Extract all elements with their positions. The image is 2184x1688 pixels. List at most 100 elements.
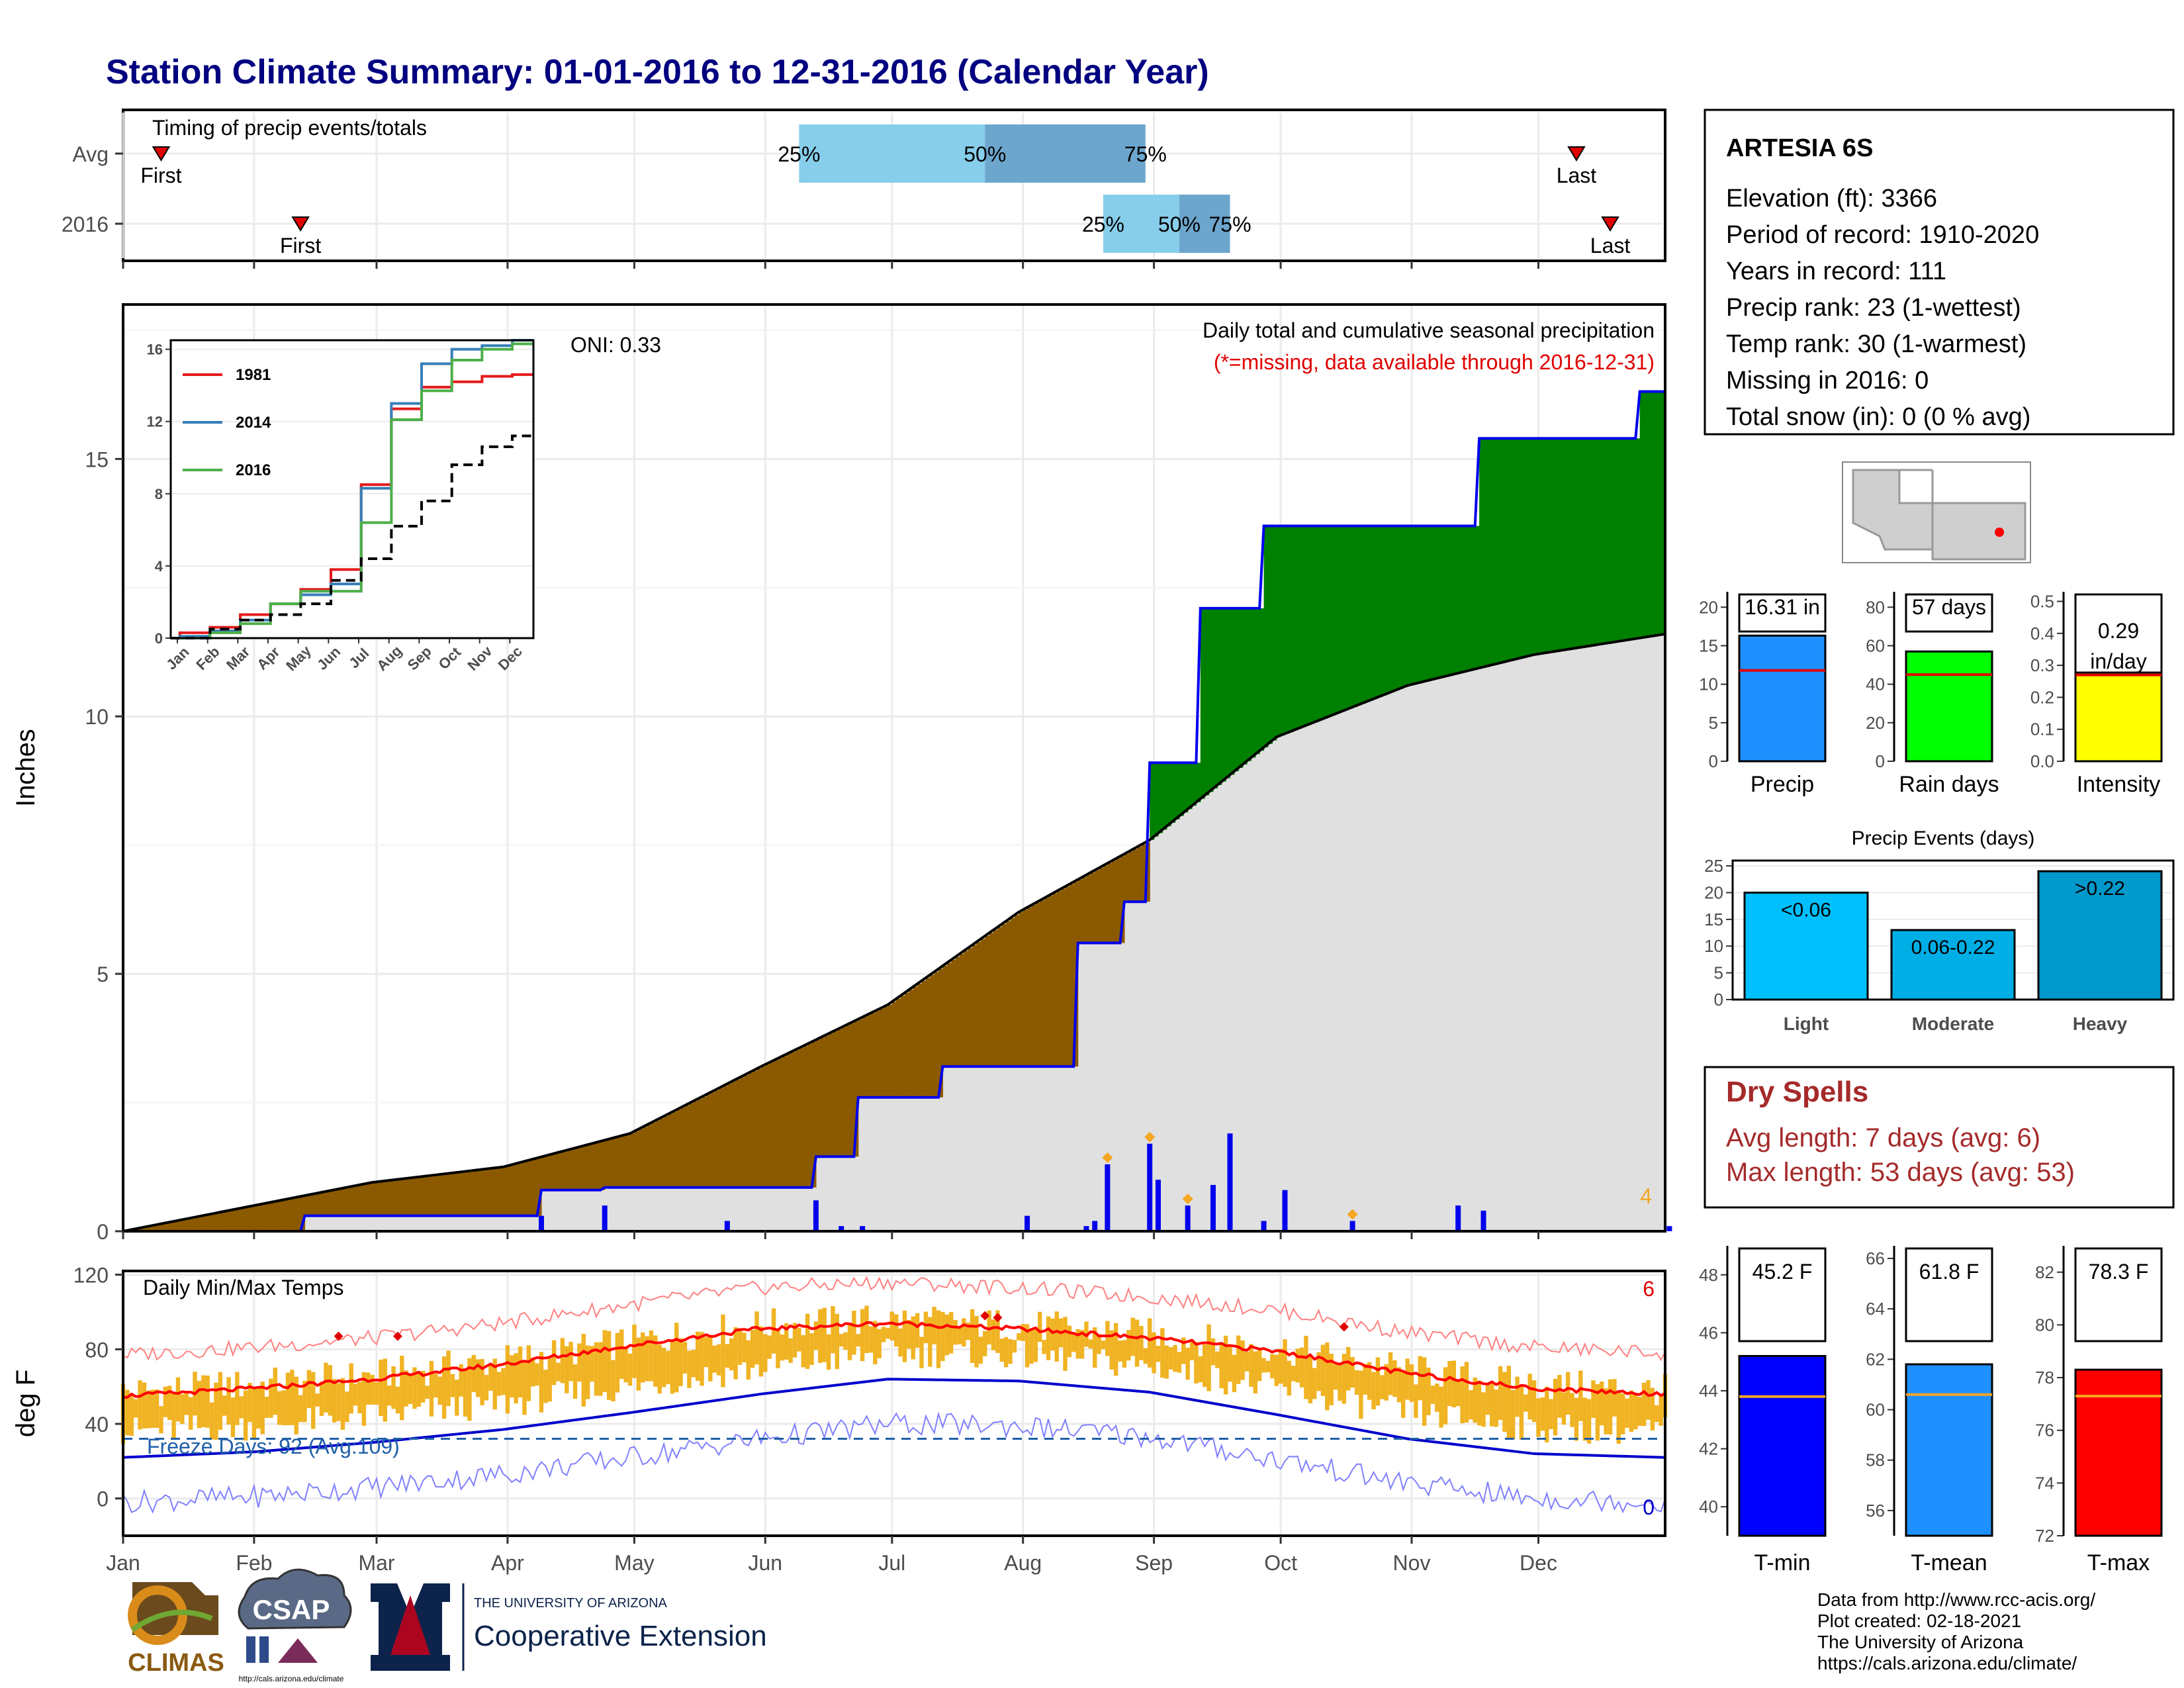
daily-precip-bar <box>1455 1205 1461 1231</box>
precip-deficit-area <box>752 1070 758 1188</box>
stat-ytick-label: 10 <box>1699 675 1718 694</box>
precip-deficit-area <box>186 1219 191 1231</box>
daily-temp-bar <box>594 1342 599 1396</box>
precip-deficit-area <box>157 1224 162 1231</box>
daily-temp-bar <box>505 1345 510 1414</box>
daily-temp-bar <box>1659 1393 1663 1427</box>
precip-surplus-area <box>1508 438 1514 661</box>
daily-temp-bar <box>159 1406 163 1434</box>
precip-surplus-area <box>1411 526 1416 684</box>
precip-deficit-area <box>570 1149 576 1190</box>
daily-temp-bar <box>1270 1354 1275 1379</box>
precip-deficit-area <box>896 998 901 1098</box>
precip-deficit-area <box>499 1167 504 1216</box>
daily-temp-bar <box>387 1385 392 1406</box>
stat-ytick-label: 74 <box>2035 1473 2054 1493</box>
month-label: Dec <box>1520 1551 1557 1575</box>
precip-deficit-area <box>778 1058 783 1188</box>
daily-temp-bar <box>1093 1327 1097 1368</box>
precip-surplus-area <box>1179 763 1184 816</box>
precip-surplus-area <box>1563 438 1569 650</box>
daily-temp-bar <box>332 1379 337 1423</box>
daily-temp-bar <box>725 1344 730 1368</box>
record-temp-marker <box>993 1313 1003 1323</box>
precip-surplus-area <box>1635 438 1641 639</box>
precip-surplus-area <box>1458 526 1463 673</box>
temp-stat-category-label: T-mean <box>1911 1550 1987 1575</box>
inset-ytick-label: 4 <box>155 558 163 575</box>
precip-deficit-area <box>1111 861 1116 943</box>
precip-events-chart: Precip Events (days) 0 5 10 15 20 25 <0.06 Light… <box>1704 827 2175 1034</box>
daily-temp-bar <box>150 1389 155 1428</box>
precip-surplus-area <box>1576 438 1581 648</box>
precip-deficit-area <box>549 1154 555 1190</box>
daily-temp-bar <box>907 1320 911 1349</box>
precip-deficit-area <box>1128 851 1134 902</box>
temp-ytick-label: 40 <box>85 1413 109 1436</box>
precip-surplus-area <box>1276 526 1281 737</box>
precip-deficit-area <box>313 1194 318 1216</box>
precip-deficit-area <box>1107 863 1113 943</box>
daily-temp-bar <box>251 1389 257 1440</box>
daily-temp-bar <box>1502 1372 1507 1432</box>
daily-temp-bar <box>1181 1337 1186 1364</box>
precip-deficit-area <box>909 990 914 1098</box>
precip-surplus-area <box>1602 438 1607 644</box>
stat-value-label: 0.29 <box>2098 619 2139 643</box>
daily-temp-bar <box>999 1338 1004 1362</box>
precip-surplus-area <box>1200 608 1205 799</box>
daily-precip-bar <box>1092 1221 1098 1231</box>
daily-temp-bar <box>822 1307 827 1362</box>
precip-deficit-area <box>870 1013 876 1098</box>
daily-temp-bar <box>1439 1386 1443 1428</box>
missing-count-label: 4 <box>1640 1184 1652 1208</box>
daily-temp-bar <box>1586 1399 1592 1444</box>
daily-temp-bar <box>501 1368 506 1395</box>
daily-temp-bar <box>835 1313 840 1370</box>
daily-temp-bar <box>966 1322 970 1340</box>
precip-deficit-area <box>964 951 969 1067</box>
daily-temp-bar <box>970 1309 975 1364</box>
precip-deficit-area <box>1086 874 1091 943</box>
events-bar <box>1743 891 1869 1001</box>
daily-temp-bar <box>209 1402 214 1440</box>
daily-temp-bar <box>1375 1357 1381 1406</box>
precip-deficit-area <box>494 1168 500 1216</box>
timing-last-label: Last <box>1590 234 1631 258</box>
precip-surplus-area <box>1644 391 1649 637</box>
precip-surplus-area <box>1623 438 1628 641</box>
location-map <box>1842 461 2031 563</box>
daily-precip-bar <box>1105 1164 1111 1231</box>
freeze-days-label: Freeze Days: 92 (Avg:109) <box>147 1434 400 1458</box>
precip-deficit-area <box>414 1177 420 1216</box>
daily-temp-bar <box>484 1374 489 1401</box>
precip-surplus-area <box>1340 526 1345 712</box>
precip-deficit-area <box>579 1147 584 1190</box>
timing-row-label: Avg <box>72 142 109 166</box>
daily-temp-bar <box>336 1383 341 1421</box>
inset-ytick-label: 16 <box>147 342 163 358</box>
daily-temp-bar <box>328 1365 332 1416</box>
precip-deficit-area <box>516 1163 521 1216</box>
daily-temp-bar <box>476 1359 480 1397</box>
station-info-line: Temp rank: 30 (1-warmest) <box>1726 330 2026 358</box>
record-low-line <box>122 1411 1666 1514</box>
daily-temp-bar <box>526 1345 531 1401</box>
precip-surplus-area <box>1242 608 1248 765</box>
daily-temp-bar <box>623 1348 628 1383</box>
daily-temp-bar <box>716 1344 721 1376</box>
precip-surplus-area <box>1217 608 1222 785</box>
daily-temp-bar <box>670 1340 675 1394</box>
month-label: Jun <box>749 1551 783 1575</box>
precip-deficit-area <box>461 1172 466 1216</box>
daily-temp-bar <box>171 1392 176 1438</box>
stat-ytick-label: 42 <box>1699 1439 1718 1459</box>
precip-surplus-area <box>1398 526 1404 689</box>
daily-temp-bar <box>463 1368 468 1417</box>
daily-temp-bar <box>1228 1345 1232 1382</box>
precip-surplus-area <box>1247 608 1252 761</box>
timing-first-label: First <box>280 234 321 258</box>
daily-temp-bar <box>218 1372 223 1430</box>
precip-surplus-area <box>1377 526 1383 698</box>
precip-surplus-area <box>1187 763 1193 810</box>
